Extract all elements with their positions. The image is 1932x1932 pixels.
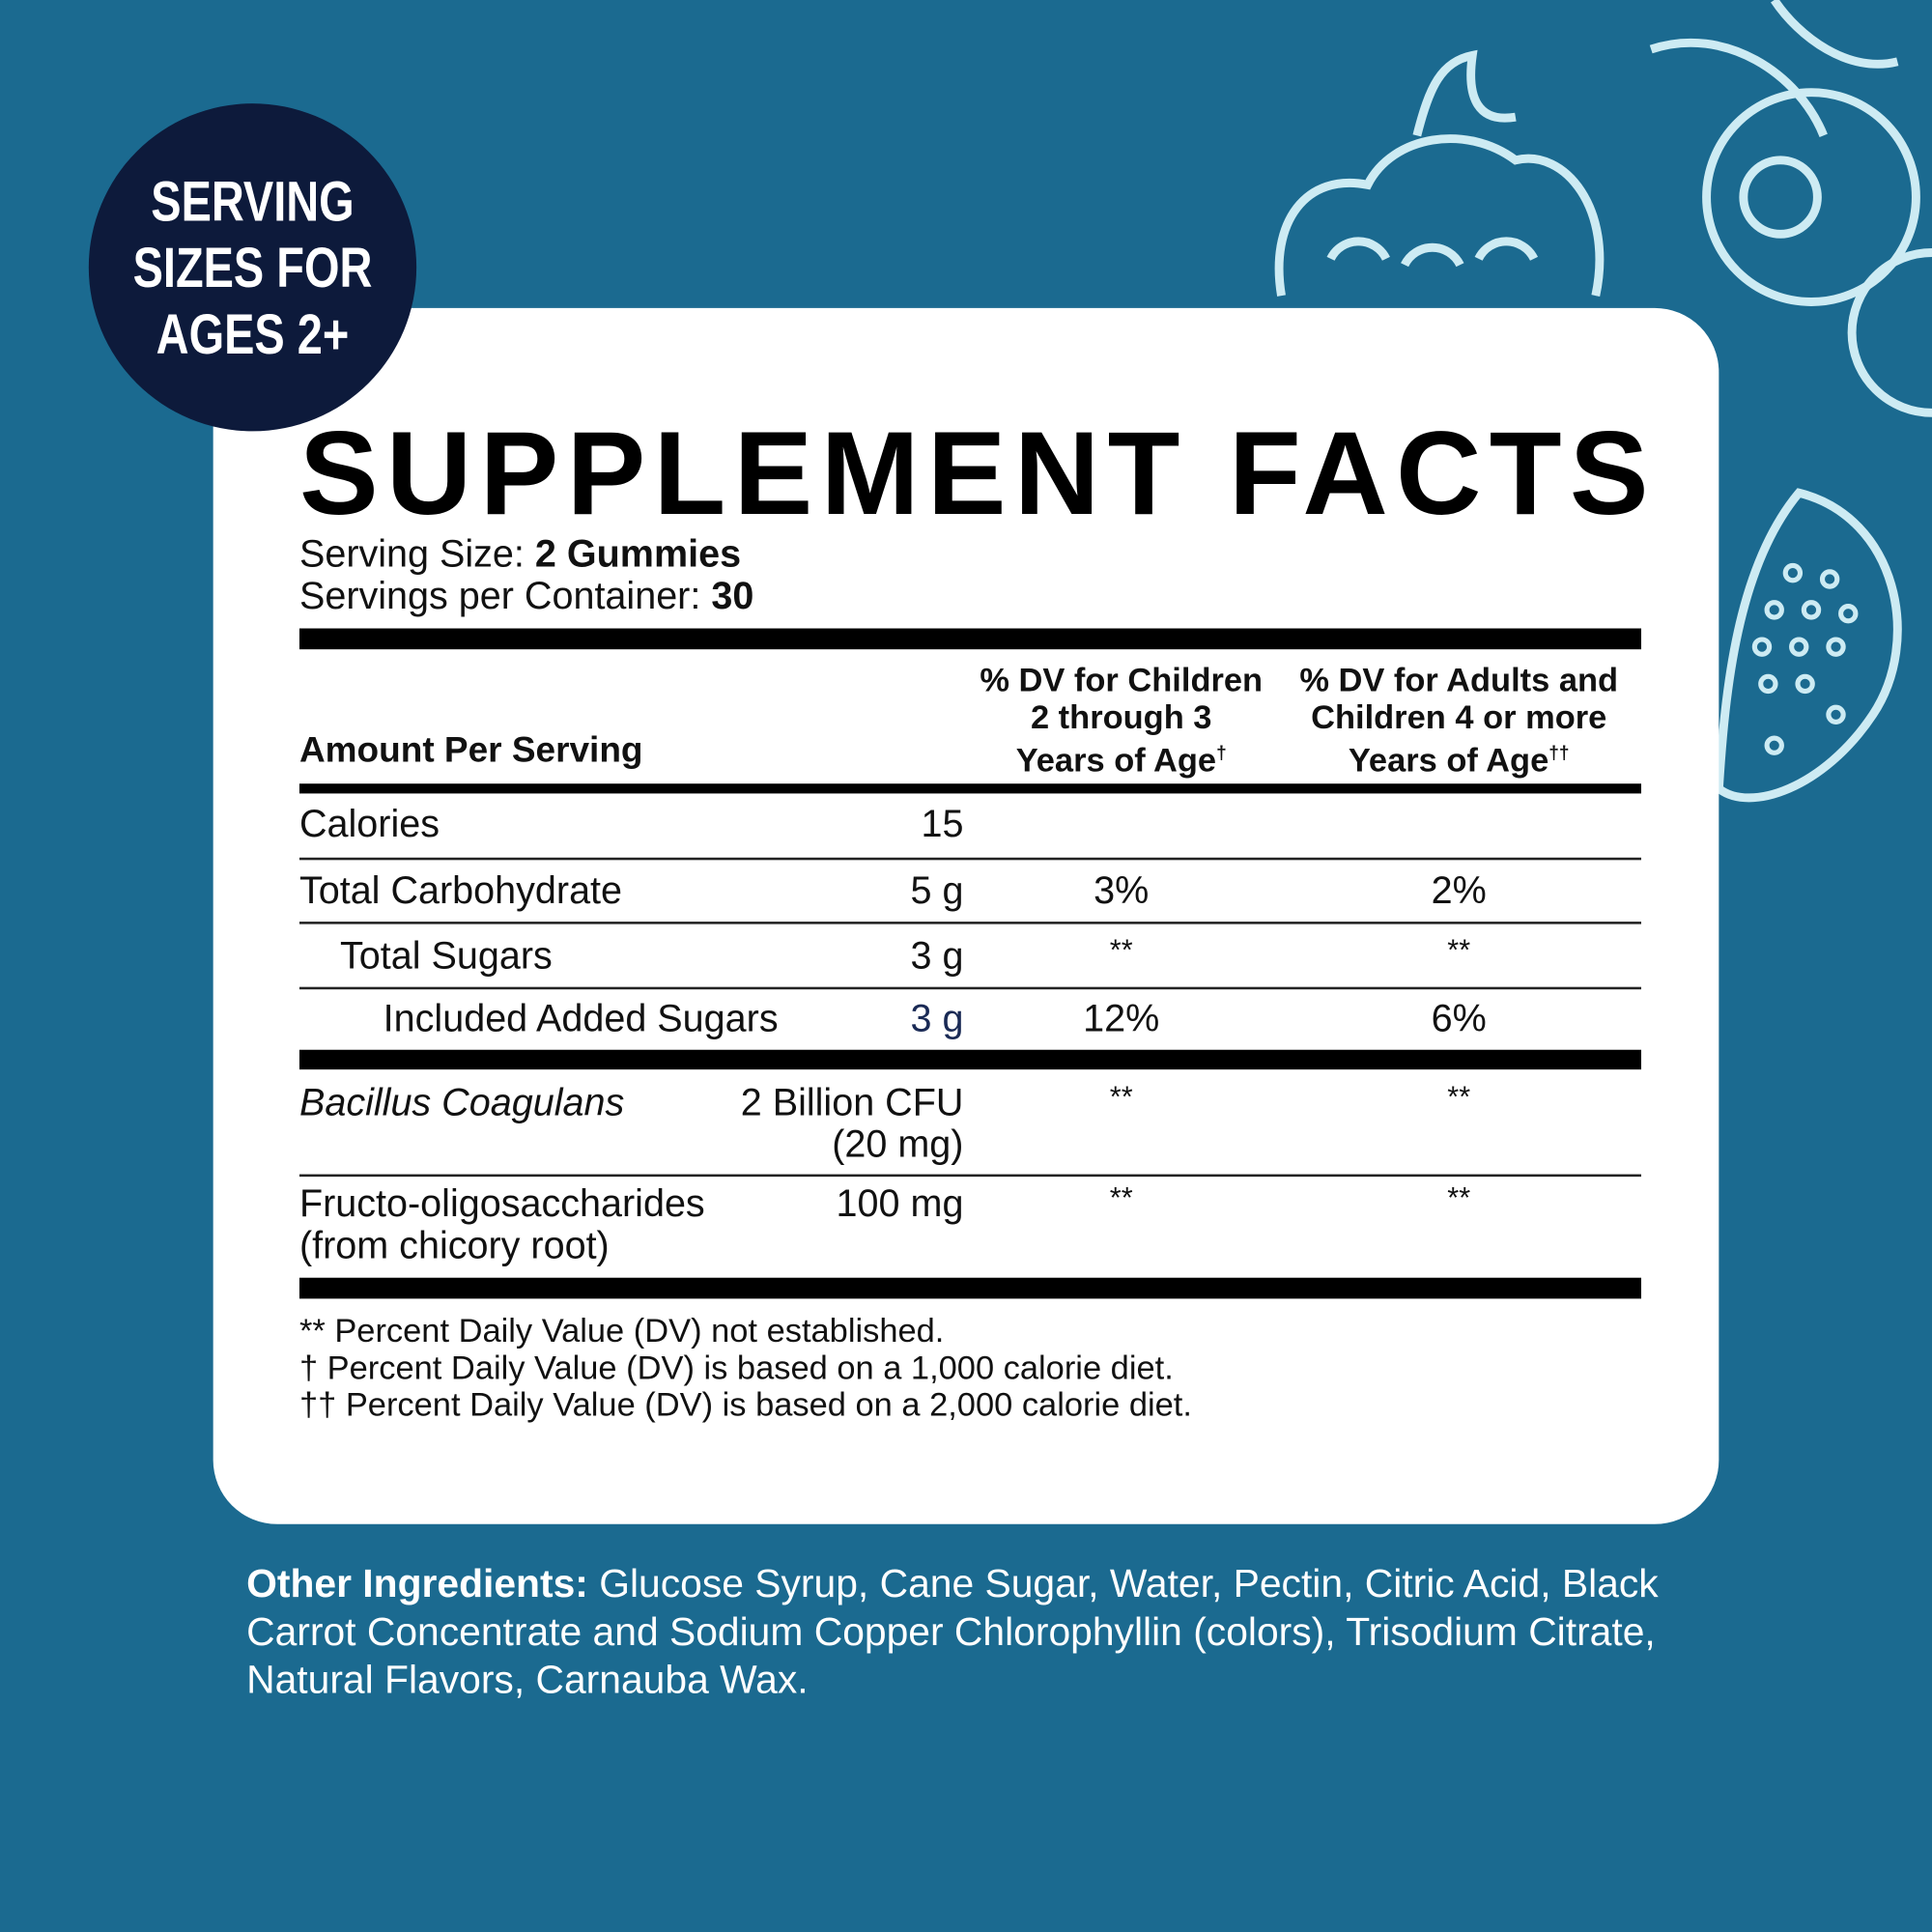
dv-value: ** — [1109, 1080, 1133, 1115]
rule — [298, 986, 1641, 990]
name-line: (from chicory root) — [298, 1223, 610, 1267]
title: SUPPLEMENT FACTS — [298, 408, 1657, 540]
nutrient-name: Included Added Sugars — [384, 998, 779, 1039]
other-ingredients: Other Ingredients: Glucose Syrup, Cane S… — [246, 1560, 1725, 1704]
amount: 15 — [594, 802, 964, 845]
badge-line: AGES 2+ — [156, 301, 350, 366]
amount-header: Amount Per Serving — [298, 730, 643, 771]
blueberry — [1702, 88, 1920, 306]
medium-rule — [298, 783, 1641, 794]
rule — [298, 1174, 1641, 1178]
label: Serving Size: — [298, 532, 525, 576]
amount: 5 g — [594, 868, 964, 912]
dv-value: ** — [1447, 1080, 1471, 1115]
amount-line: 100 mg — [836, 1181, 964, 1225]
text: Glucose Syrup, Cane Sugar, Water, Pectin… — [246, 1561, 1659, 1702]
amount-line: 15 — [921, 802, 964, 845]
thick-rule — [298, 1277, 1641, 1299]
dagger: † — [1216, 743, 1227, 764]
thick-rule — [298, 1049, 1641, 1070]
dv-header: % DV for Children 2 through 3 Years of Age… — [936, 662, 1306, 779]
dv-value: ** — [1109, 1181, 1133, 1215]
text: % DV for Children — [980, 661, 1264, 699]
facts-card — [213, 307, 1719, 1524]
label: Other Ingredients: — [246, 1561, 588, 1605]
blueberry — [1847, 248, 1932, 417]
badge-line: SIZES FOR — [132, 235, 373, 299]
dv-header-line: Children 4 or more — [1274, 698, 1644, 735]
dv-value: ** — [1109, 933, 1133, 968]
dv-header: % DV for Adults and Children 4 or more Yea… — [1274, 662, 1644, 779]
blueberry-crown — [1739, 156, 1822, 239]
nutrient-name: Calories — [298, 802, 440, 845]
footnote: †† Percent Daily Value (DV) is based on … — [298, 1385, 1192, 1424]
amount-line: 3 g — [910, 996, 964, 1040]
dv-header-line: 2 through 3 — [936, 698, 1306, 735]
rule — [298, 922, 1641, 924]
text: % DV for Adults and — [1299, 661, 1619, 699]
value: 2 Gummies — [534, 532, 742, 576]
label: Servings per Container: — [298, 574, 701, 618]
footnote: † Percent Daily Value (DV) is based on a… — [298, 1349, 1174, 1386]
thick-rule — [298, 628, 1641, 650]
amount-line: (20 mg) — [832, 1122, 964, 1166]
footnote: ** Percent Daily Value (DV) not establis… — [298, 1312, 945, 1350]
name-line: Calories — [298, 802, 440, 845]
fruit-decoration — [1274, 0, 1932, 803]
leaf — [1412, 49, 1517, 137]
nutrient-name: Total Carbohydrate — [298, 868, 623, 912]
text: 2 through 3 — [1030, 698, 1212, 736]
dv-value: ** — [1447, 933, 1471, 968]
serving-size: Serving Size: 2 Gummies — [299, 533, 741, 575]
badge-line: SERVING — [151, 168, 355, 234]
name-line: Fructo-oligosaccharides — [298, 1181, 705, 1225]
dv-header-line: % DV for Children — [936, 662, 1306, 698]
amount: 100 mg — [594, 1182, 964, 1224]
rule — [298, 857, 1641, 861]
dagger: †† — [1548, 743, 1570, 764]
strawberry — [1714, 488, 1902, 803]
amount: 3 g — [594, 996, 964, 1040]
dv-header-line: % DV for Adults and — [1274, 662, 1644, 698]
amount-line: 3 g — [910, 933, 964, 978]
value: 30 — [711, 574, 754, 618]
name-line: Included Added Sugars — [383, 996, 779, 1040]
raspberry — [1274, 134, 1605, 298]
name-line: Total Sugars — [340, 933, 553, 978]
dv-value: 6% — [1431, 996, 1487, 1040]
nutrient-name: Fructo-oligosaccharides (from chicory roo… — [299, 1182, 705, 1266]
strawberry-seeds — [1751, 562, 1859, 755]
dv-value: 3% — [1094, 868, 1150, 912]
nutrient-name: Bacillus Coagulans — [298, 1080, 625, 1124]
text: Children 4 or more — [1311, 698, 1607, 736]
name-line: Total Carbohydrate — [298, 868, 623, 912]
dv-value: ** — [1447, 1181, 1471, 1215]
amount: 2 Billion CFU (20 mg) — [594, 1080, 964, 1166]
text: Years of Age — [1348, 741, 1549, 780]
dv-value: 2% — [1431, 868, 1487, 912]
leaves — [1649, 0, 1899, 137]
amount-line: 2 Billion CFU — [740, 1080, 964, 1124]
nutrient-name: Total Sugars — [340, 933, 553, 978]
raspberry-seeds — [1326, 237, 1539, 268]
amount-line: 5 g — [910, 868, 964, 912]
text: Years of Age — [1015, 741, 1217, 780]
dv-header-line: Years of Age†† — [1274, 735, 1644, 779]
servings-per-container: Servings per Container: 30 — [298, 574, 754, 618]
name-line: Bacillus Coagulans — [298, 1080, 625, 1124]
amount: 3 g — [594, 933, 964, 978]
dv-header-line: Years of Age† — [936, 735, 1306, 779]
dv-value: 12% — [1083, 996, 1160, 1040]
age-badge: SERVING SIZES FOR AGES 2+ — [88, 103, 417, 432]
